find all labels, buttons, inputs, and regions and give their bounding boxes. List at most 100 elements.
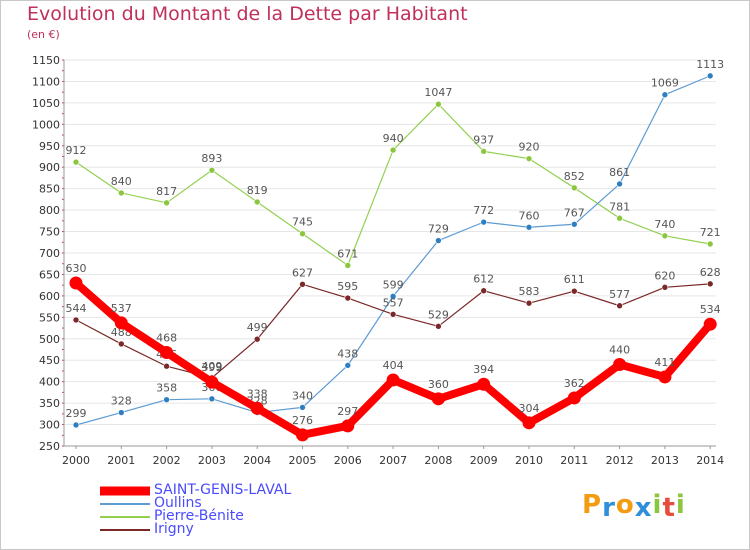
data-label-oullins: 1069 (651, 77, 679, 90)
data-label-irigny: 628 (700, 266, 721, 279)
data-label-irigny: 409 (201, 360, 222, 373)
data-point-irigny (525, 299, 533, 307)
data-point-oullins (706, 72, 714, 80)
data-point-saint-genis-laval (431, 392, 445, 406)
data-point-saint-genis-laval (160, 346, 174, 360)
data-label-pierre-b-nite: 1047 (424, 86, 452, 99)
data-label-irigny: 544 (66, 302, 87, 315)
x-tick-label: 2006 (334, 454, 362, 467)
data-point-irigny (661, 284, 669, 291)
data-point-saint-genis-laval (386, 373, 400, 387)
legend-swatch-pierre-benite (100, 515, 150, 518)
x-tick-label: 2011 (560, 454, 588, 467)
data-point-saint-genis-laval (658, 370, 672, 384)
y-tick-label: 550 (39, 311, 60, 324)
logo-letter: P (582, 490, 603, 520)
data-label-oullins: 328 (111, 395, 132, 408)
legend-label: Oullins (154, 495, 202, 511)
data-point-saint-genis-laval (477, 377, 491, 391)
logo-letter: i (675, 490, 686, 520)
data-label-irigny: 557 (383, 296, 404, 309)
data-label-saint-genis-laval: 630 (66, 262, 87, 275)
legend-swatch-irigny (100, 528, 150, 531)
data-point-oullins (163, 396, 170, 403)
y-tick-label: 300 (39, 419, 60, 432)
data-label-oullins: 772 (473, 204, 494, 217)
data-point-pierre-b-nite (344, 262, 352, 269)
x-tick-label: 2004 (243, 454, 271, 467)
data-label-saint-genis-laval: 411 (654, 356, 675, 369)
data-point-pierre-b-nite (616, 214, 623, 222)
x-tick-label: 2007 (379, 454, 407, 467)
legend-swatch-saint-genis-laval (100, 486, 150, 495)
data-label-saint-genis-laval: 360 (428, 378, 449, 391)
y-tick-label: 700 (39, 247, 60, 260)
data-label-irigny: 583 (519, 285, 540, 298)
data-point-saint-genis-laval (250, 401, 264, 415)
data-label-pierre-b-nite: 671 (337, 247, 358, 260)
y-tick-label: 1050 (32, 97, 60, 110)
data-point-saint-genis-laval (522, 416, 536, 430)
logo-letter: o (615, 490, 635, 520)
data-point-irigny (706, 280, 714, 288)
data-point-pierre-b-nite (435, 100, 442, 108)
data-label-irigny: 627 (292, 266, 313, 279)
y-tick-label: 600 (39, 290, 60, 303)
data-point-saint-genis-laval (703, 317, 717, 331)
data-point-oullins (208, 395, 216, 403)
data-label-oullins: 729 (428, 223, 449, 236)
data-label-oullins: 599 (383, 278, 404, 291)
data-label-pierre-b-nite: 937 (473, 133, 494, 146)
data-point-pierre-b-nite (253, 198, 261, 206)
data-label-oullins: 299 (66, 407, 87, 420)
legend-label: Pierre-Bénite (154, 508, 244, 524)
data-point-pierre-b-nite (570, 184, 578, 192)
data-label-oullins: 767 (564, 206, 585, 219)
data-point-pierre-b-nite (525, 155, 533, 162)
chart-title: Evolution du Montant de la Dette par Hab… (27, 3, 468, 25)
data-point-saint-genis-laval (296, 428, 309, 442)
data-point-pierre-b-nite (389, 146, 397, 154)
x-tick-label: 2003 (198, 454, 226, 467)
legend-item-irigny: Irigny (100, 522, 291, 536)
data-label-saint-genis-laval: 468 (156, 332, 177, 345)
data-label-irigny: 577 (609, 288, 630, 301)
data-point-irigny (435, 323, 442, 330)
data-point-oullins (344, 362, 352, 369)
data-point-oullins (480, 218, 488, 226)
data-label-pierre-b-nite: 912 (66, 144, 87, 157)
data-label-pierre-b-nite: 840 (111, 175, 132, 188)
x-tick-label: 2008 (424, 454, 452, 467)
data-point-saint-genis-laval (613, 358, 627, 372)
data-point-pierre-b-nite (118, 189, 125, 197)
data-label-oullins: 760 (519, 209, 540, 222)
data-label-saint-genis-laval: 276 (292, 414, 313, 427)
legend-item-oullins: Oullins (100, 495, 291, 511)
data-label-saint-genis-laval: 440 (609, 344, 630, 357)
data-point-saint-genis-laval (114, 316, 128, 330)
logo-letter: r (602, 493, 616, 523)
data-label-saint-genis-laval: 404 (383, 359, 404, 372)
data-label-pierre-b-nite: 817 (156, 185, 177, 198)
data-point-oullins (616, 180, 623, 188)
data-label-saint-genis-laval: 534 (700, 303, 721, 316)
data-label-irigny: 595 (337, 280, 358, 293)
data-label-pierre-b-nite: 781 (609, 200, 630, 213)
data-label-oullins: 1113 (696, 58, 724, 71)
x-tick-label: 2001 (107, 454, 135, 467)
legend-item-pierre-benite: Pierre-Bénite (100, 508, 291, 524)
data-label-pierre-b-nite: 745 (292, 216, 313, 229)
y-tick-label: 750 (39, 226, 60, 239)
data-label-saint-genis-laval: 394 (473, 363, 494, 376)
x-tick-label: 2010 (515, 454, 543, 467)
data-point-oullins (299, 404, 306, 411)
data-label-saint-genis-laval: 399 (201, 361, 222, 374)
data-label-oullins: 861 (609, 166, 630, 179)
data-point-saint-genis-laval (567, 391, 581, 405)
data-point-oullins (389, 293, 397, 300)
data-label-saint-genis-laval: 362 (564, 377, 585, 390)
data-label-pierre-b-nite: 920 (519, 141, 540, 154)
data-label-saint-genis-laval: 338 (247, 387, 268, 400)
